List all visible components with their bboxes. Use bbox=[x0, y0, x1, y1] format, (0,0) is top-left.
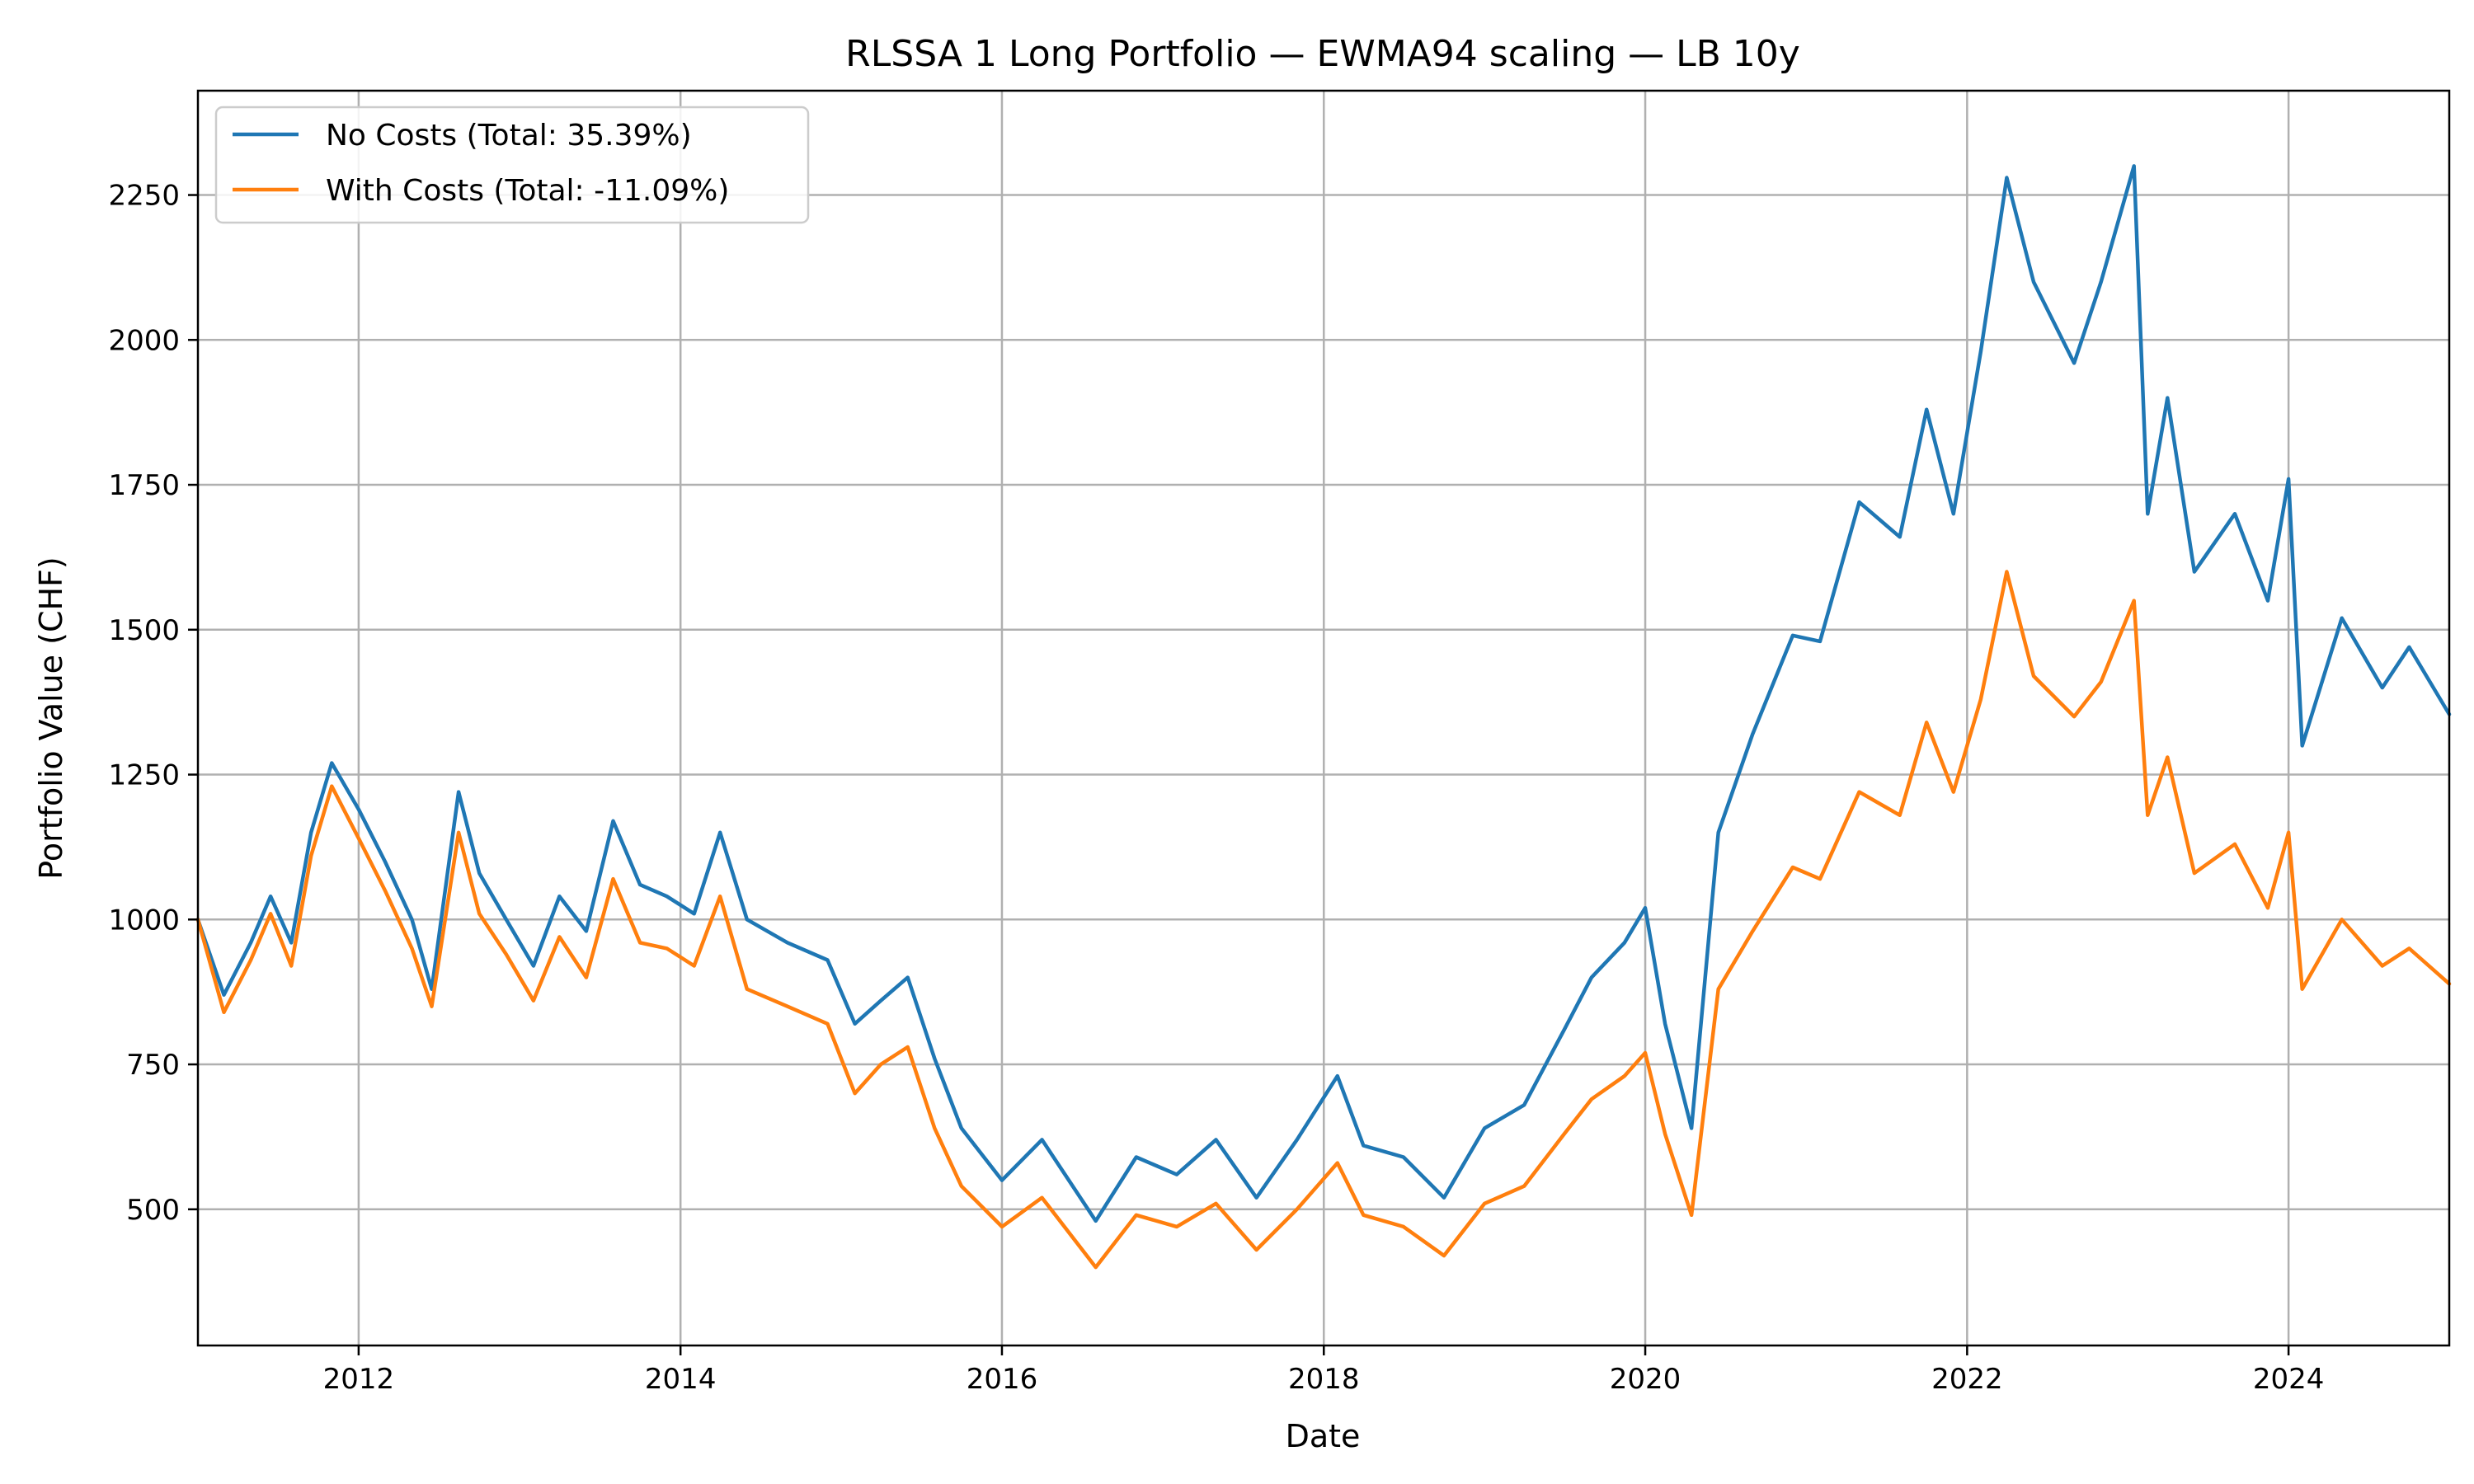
legend-label-with-costs: With Costs (Total: -11.09%) bbox=[326, 174, 729, 208]
series-layer bbox=[195, 164, 2452, 1270]
x-tick-label-2018: 2018 bbox=[1288, 1363, 1360, 1396]
x-tick-label-2024: 2024 bbox=[2253, 1363, 2325, 1396]
legend-label-no-costs: No Costs (Total: 35.39%) bbox=[326, 119, 692, 153]
series-line-with-costs bbox=[195, 570, 2452, 1270]
grid-lines bbox=[198, 91, 2449, 1345]
y-tick-label-1500: 1500 bbox=[108, 614, 180, 647]
y-tick-label-500: 500 bbox=[126, 1194, 180, 1227]
x-tick-label-2020: 2020 bbox=[1610, 1363, 1681, 1396]
y-tick-label-2250: 2250 bbox=[108, 180, 180, 213]
legend: No Costs (Total: 35.39%) With Costs (Tot… bbox=[214, 106, 810, 224]
axis-ticks: 2012 2014 2016 2018 2020 2022 2024 500 750 1000 12… bbox=[108, 180, 2324, 1396]
y-tick-label-1750: 1750 bbox=[108, 469, 180, 502]
legend-box bbox=[214, 106, 810, 224]
x-tick-label-2014: 2014 bbox=[645, 1363, 717, 1396]
y-tick-label-1000: 1000 bbox=[108, 904, 180, 937]
y-tick-label-1250: 1250 bbox=[108, 759, 180, 792]
chart-title: RLSSA 1 Long Portfolio — EWMA94 scaling … bbox=[845, 33, 1800, 75]
y-tick-label-750: 750 bbox=[126, 1049, 180, 1082]
y-axis-label: Portfolio Value (CHF) bbox=[33, 556, 69, 879]
x-tick-label-2012: 2012 bbox=[323, 1363, 395, 1396]
y-tick-label-2000: 2000 bbox=[108, 324, 180, 357]
x-tick-label-2022: 2022 bbox=[1931, 1363, 2003, 1396]
x-axis-label: Date bbox=[1286, 1418, 1361, 1454]
x-tick-label-2016: 2016 bbox=[967, 1363, 1038, 1396]
series-line-no-costs bbox=[195, 164, 2452, 1223]
